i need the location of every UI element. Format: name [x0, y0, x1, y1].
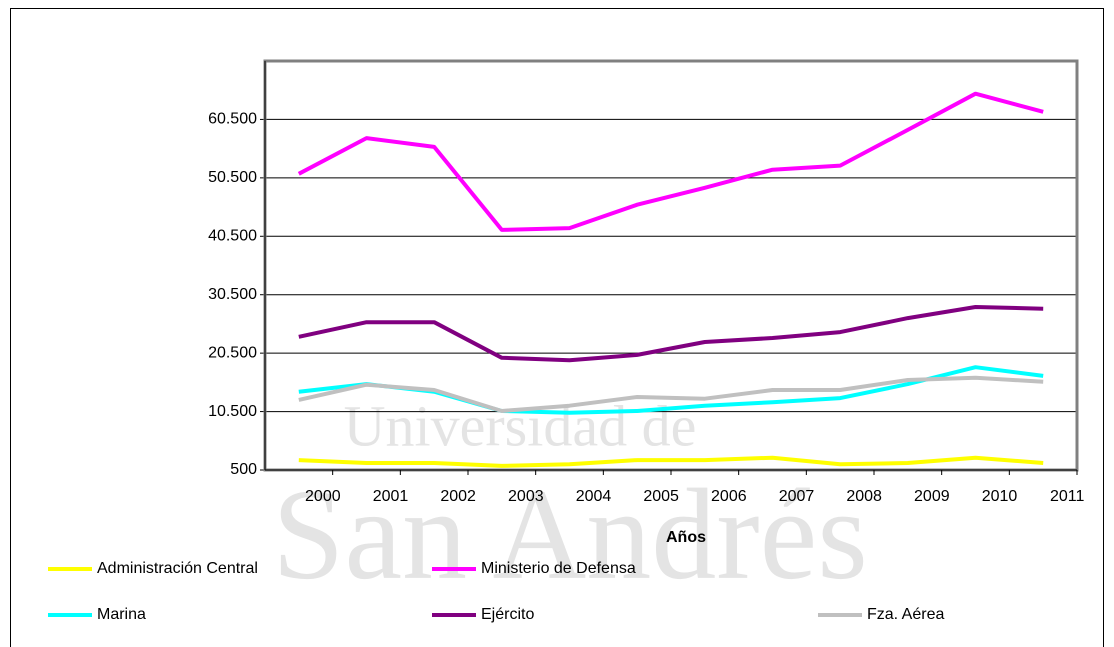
- series-line: [298, 305, 1044, 363]
- watermark: Universidad de: [344, 393, 697, 458]
- x-tick-label: 2006: [711, 488, 747, 505]
- legend-label: Fza. Aérea: [867, 606, 944, 623]
- y-tick-label: 50.500: [208, 169, 257, 186]
- x-tick-label: 2010: [982, 488, 1018, 505]
- y-tick-label: 20.500: [208, 344, 257, 361]
- series-line: [297, 91, 1044, 232]
- legend-label: Ejército: [481, 606, 534, 623]
- x-tick-label: 2011: [1050, 488, 1085, 505]
- x-tick-label: 2009: [914, 488, 950, 505]
- y-tick-label: 40.500: [208, 228, 257, 245]
- watermark: San Andrés: [272, 463, 868, 607]
- y-tick-label: 500: [230, 461, 257, 478]
- series-line: [298, 375, 1044, 413]
- x-tick-label: 2008: [846, 488, 882, 505]
- x-tick-label: 2002: [440, 488, 476, 505]
- legend-label: Administración Central: [97, 560, 258, 577]
- y-tick-label: 30.500: [208, 286, 257, 303]
- x-tick-label: 2003: [508, 488, 544, 505]
- x-tick-label: 2001: [373, 488, 409, 505]
- x-tick-label: 2007: [779, 488, 815, 505]
- x-tick-label: 2005: [643, 488, 679, 505]
- legend-label: Ministerio de Defensa: [481, 560, 636, 577]
- series-line: [298, 455, 1044, 468]
- x-tick-label: 2004: [576, 488, 612, 505]
- x-tick-label: 2000: [305, 488, 341, 505]
- y-tick-label: 60.500: [208, 111, 257, 128]
- y-tick-label: 10.500: [208, 403, 257, 420]
- chart-frame: [10, 8, 1104, 647]
- legend-label: Marina: [97, 606, 146, 623]
- x-axis-title: Años: [666, 529, 706, 546]
